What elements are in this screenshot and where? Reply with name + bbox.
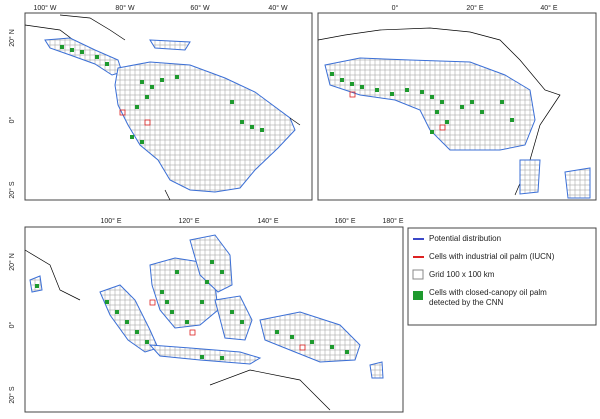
legend-label: Potential distribution [429,234,501,243]
cnn-cell [160,290,164,294]
iucn-cell [189,329,196,336]
iucn-cell [349,91,356,98]
cnn-cell [200,300,204,304]
longitude-label: 40° E [540,4,558,12]
cnn-cell [205,280,209,284]
latitude-label: 20° S [8,181,16,199]
cnn-cell [460,105,464,109]
cnn-cell [435,110,439,114]
cnn-cell [230,100,234,104]
cnn-cell [175,75,179,79]
cnn-cell [240,320,244,324]
cnn-cell [440,100,444,104]
cnn-cell [220,356,224,360]
iucn-cell [439,124,446,131]
cnn-cell [80,50,84,54]
cnn-cell [170,310,174,314]
cnn-cell [145,340,149,344]
cnn-cell [150,85,154,89]
longitude-label: 20° E [466,4,484,12]
cnn-cell [430,130,434,134]
asia-map [24,234,384,411]
cnn-cell [95,55,99,59]
cnn-cell [420,90,424,94]
oil-palm-cells [35,45,514,360]
iucn-cell [149,299,156,306]
cnn-cell [60,45,64,49]
cnn-cell [390,92,394,96]
longitude-label: 100° E [100,217,121,225]
cnn-cell [175,270,179,274]
cnn-cell [125,320,129,324]
iucn-cell [299,344,306,351]
cnn-cell [70,48,74,52]
latitude-label: 0° [8,116,16,123]
legend [407,227,597,326]
legend-label: Grid 100 x 100 km [429,270,495,279]
cnn-cell [345,350,349,354]
cnn-cell [105,300,109,304]
cnn-cell [330,345,334,349]
americas-map [24,14,301,201]
cnn-cell [145,95,149,99]
cnn-cell [250,125,254,129]
cnn-cell [500,100,504,104]
cnn-cell [360,85,364,89]
cnn-cell [220,270,224,274]
latitude-label: 20° N [8,29,16,47]
longitude-label: 0° [392,4,399,12]
iucn-cell [144,119,151,126]
cnn-cell [115,310,119,314]
cnn-cell [330,72,334,76]
longitude-label: 40° W [268,4,288,12]
cnn-cell [480,110,484,114]
cnn-cell [185,320,189,324]
longitude-label: 120° E [178,217,199,225]
cnn-cell [340,78,344,82]
cnn-cell [350,82,354,86]
longitude-label: 60° W [190,4,210,12]
africa-map [317,27,591,199]
cnn-cell [140,140,144,144]
longitude-label: 140° E [257,217,278,225]
latitude-label: 20° S [8,386,16,404]
latitude-label: 20° N [8,253,16,271]
cnn-cell [430,95,434,99]
cnn-cell [160,78,164,82]
cnn-cell [230,310,234,314]
cnn-cell [135,330,139,334]
cnn-cell [445,120,449,124]
longitude-label: 160° E [334,217,355,225]
cnn-cell [35,284,39,288]
legend-label: detected by the CNN [429,298,503,307]
cnn-cell [405,88,409,92]
legend-symbol-grid [412,269,424,280]
cnn-cell [105,62,109,66]
cnn-cell [135,105,139,109]
latitude-label: 0° [8,321,16,328]
cnn-cell [275,330,279,334]
legend-label: Cells with closed-canopy oil palm [429,288,547,297]
cnn-cell [165,300,169,304]
longitude-label: 180° E [382,217,403,225]
cnn-cell [210,260,214,264]
cnn-cell [260,128,264,132]
cnn-cell [375,88,379,92]
legend-label: Cells with industrial oil palm (IUCN) [429,252,555,261]
longitude-label: 80° W [115,4,135,12]
cnn-cell [140,80,144,84]
cnn-cell [240,120,244,124]
cnn-cell [290,335,294,339]
cnn-cell [470,100,474,104]
cnn-cell [130,135,134,139]
cnn-cell [310,340,314,344]
iucn-cell [119,109,126,116]
legend-symbol-cnn [413,291,423,300]
longitude-label: 100° W [33,4,56,12]
cnn-cell [200,355,204,359]
cnn-cell [510,118,514,122]
